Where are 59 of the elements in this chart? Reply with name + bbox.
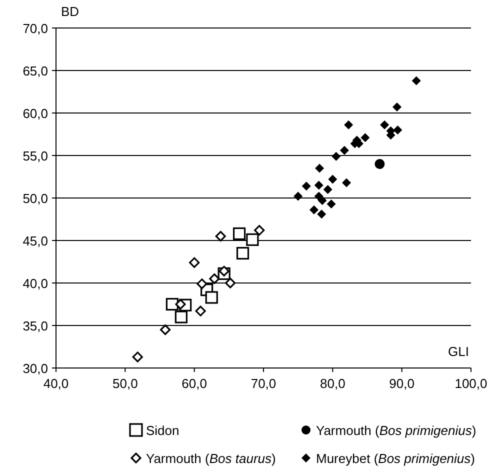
point — [215, 230, 226, 242]
point — [380, 120, 390, 130]
point — [246, 233, 259, 246]
point — [326, 199, 336, 208]
point — [189, 257, 200, 268]
x-tick-label: 90,0 — [389, 376, 414, 391]
point — [254, 225, 265, 236]
point — [175, 298, 186, 310]
y-tick-label: 70,0 — [22, 21, 48, 36]
y-tick-label: 35,0 — [22, 318, 48, 334]
legend-label: Yarmouth (Bos primigenius) — [316, 423, 476, 438]
legend-label: Mureybet (Bos primigenius) — [316, 451, 475, 466]
point — [344, 120, 354, 130]
point — [340, 146, 349, 155]
point — [196, 278, 208, 290]
legend-label: Sidon — [146, 423, 180, 438]
point — [360, 133, 370, 142]
y-tick-label: 40,0 — [22, 276, 48, 291]
point — [323, 185, 332, 194]
point — [160, 324, 171, 336]
point — [166, 298, 178, 311]
y-tick-label: 30,0 — [22, 361, 48, 376]
point — [332, 152, 341, 161]
x-tick-label: 70,0 — [250, 376, 276, 391]
point — [393, 126, 402, 134]
x-tick-label: 40,0 — [43, 376, 69, 391]
x-tick-label: 60,0 — [182, 376, 207, 391]
point — [225, 278, 236, 288]
y-tick-label: 45,0 — [22, 234, 48, 248]
point — [236, 246, 250, 260]
point — [317, 210, 326, 219]
point — [309, 205, 318, 214]
point — [328, 174, 338, 184]
point — [392, 102, 402, 112]
point — [374, 159, 385, 169]
point — [294, 192, 303, 201]
y-tick-label: 65,0 — [22, 64, 48, 78]
y-tick-label: 55,0 — [22, 148, 48, 164]
point — [412, 76, 421, 86]
legend-label: Yarmouth (Bos taurus) — [146, 451, 276, 466]
point — [342, 178, 351, 188]
point — [302, 182, 311, 191]
point — [314, 180, 324, 190]
point — [132, 352, 143, 362]
point — [205, 291, 218, 304]
x-axis-title: GLI — [448, 344, 469, 359]
x-tick-label: 50,0 — [112, 376, 138, 391]
y-tick-label: 60,0 — [22, 106, 48, 121]
point — [315, 164, 324, 173]
point — [195, 306, 206, 316]
point — [209, 273, 220, 284]
point — [218, 266, 230, 276]
point — [232, 227, 246, 240]
y-axis-title: BD — [61, 4, 80, 19]
point — [318, 196, 327, 206]
x-tick-label: 100,0 — [454, 376, 488, 391]
x-tick-label: 80,0 — [320, 376, 346, 391]
y-tick-label: 50,0 — [22, 191, 48, 206]
point — [174, 310, 188, 324]
